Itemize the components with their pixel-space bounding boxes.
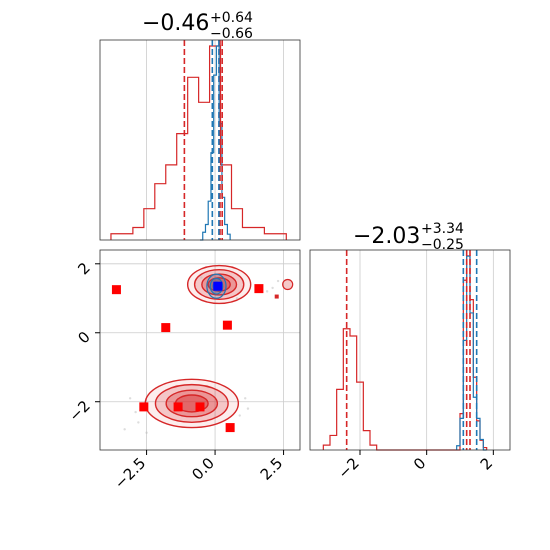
x-tick-label: 2 bbox=[477, 454, 496, 473]
scatter-frame bbox=[99, 249, 301, 451]
sample-point bbox=[238, 414, 241, 417]
scatter-2d-panel: −2.5 0.0 2.5 −2 0 2 bbox=[65, 249, 301, 493]
sample-point bbox=[246, 407, 250, 410]
x-tick-label: −2.5 bbox=[111, 454, 149, 492]
hist-y-frame bbox=[309, 249, 511, 451]
hist-x-red-series bbox=[110, 45, 287, 240]
red-square-marker bbox=[222, 320, 232, 330]
x-tick-label: 0 bbox=[410, 454, 429, 473]
sample-point bbox=[134, 410, 137, 414]
title-x-sub: −0.66 bbox=[210, 26, 253, 42]
red-square-marker bbox=[225, 423, 235, 433]
red-square-marker bbox=[111, 285, 121, 295]
red-square-marker bbox=[173, 402, 183, 412]
red-square-marker bbox=[254, 284, 264, 294]
sample-point bbox=[200, 276, 203, 279]
sample-point bbox=[137, 421, 140, 424]
hist-x-panel bbox=[99, 39, 301, 241]
red-square-marker bbox=[161, 323, 171, 333]
hist-x-frame bbox=[99, 39, 301, 241]
blue-square-marker bbox=[213, 281, 223, 291]
hist-y-red-series bbox=[322, 255, 488, 451]
x-tick-label: −2 bbox=[334, 454, 362, 482]
sample-point bbox=[128, 397, 132, 400]
sample-point bbox=[244, 397, 247, 400]
y-tick-label: 0 bbox=[74, 328, 93, 347]
sample-point bbox=[265, 290, 269, 293]
x-tick-label: 2.5 bbox=[257, 454, 287, 484]
sample-point bbox=[271, 286, 274, 290]
hist-y-blue-series bbox=[456, 255, 487, 451]
hist-x-blue-series bbox=[200, 45, 231, 241]
title-x-sup: +0.64 bbox=[210, 10, 253, 26]
panel-title-y: −2.03 +3.34 −0.25 bbox=[353, 221, 464, 253]
red-square-marker bbox=[139, 402, 149, 412]
y-tick-label: −2 bbox=[65, 397, 93, 425]
x-tick-label: 0.0 bbox=[188, 454, 218, 484]
contour-red-small bbox=[282, 278, 294, 291]
panel-title-x: −0.46 +0.64 −0.66 bbox=[142, 10, 253, 42]
title-y-sup: +3.34 bbox=[421, 221, 464, 237]
hist-y-panel: −2 0 2 bbox=[309, 249, 511, 482]
title-y-sub: −0.25 bbox=[421, 237, 464, 253]
sample-point bbox=[235, 297, 239, 300]
contour-red-small bbox=[274, 294, 279, 299]
sample-point bbox=[276, 279, 280, 283]
sample-point bbox=[123, 428, 126, 431]
red-square-marker bbox=[195, 402, 205, 412]
title-x-main: −0.46 bbox=[142, 11, 209, 36]
title-y-main: −2.03 bbox=[353, 224, 420, 249]
y-tick-label: 2 bbox=[74, 259, 93, 278]
sample-point bbox=[145, 431, 148, 434]
